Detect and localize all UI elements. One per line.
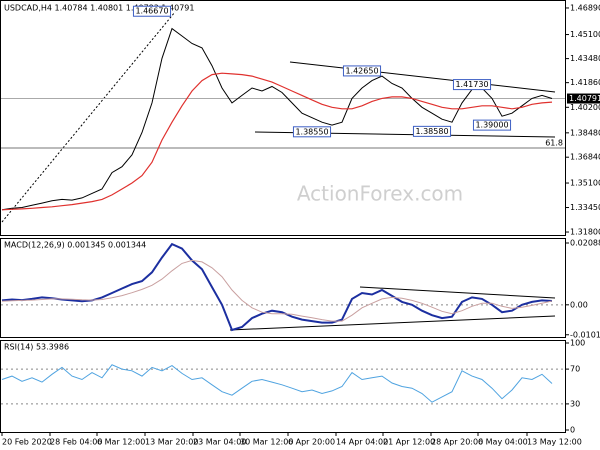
x-tick-label: 13 Mar 20:00 <box>145 438 198 447</box>
y-tick-label: 100 <box>570 339 585 348</box>
x-tick-label: 6 Mar 12:00 <box>97 438 145 447</box>
x-tick-label: 6 May 04:00 <box>478 438 528 447</box>
last-price-label: 1.40791 <box>569 94 600 103</box>
trend-line <box>1 11 176 223</box>
y-tick-label: -0.010121 <box>570 330 600 339</box>
x-tick-label: 28 Feb 04:00 <box>50 438 102 447</box>
x-tick-label: 30 Mar 12:00 <box>240 438 293 447</box>
trend-line <box>359 286 556 299</box>
y-tick-label: 1.41860 <box>570 78 600 87</box>
annotation-box <box>452 79 492 91</box>
annotation-label: 1.46670 <box>135 7 168 16</box>
trend-line <box>229 315 556 331</box>
y-tick-label: 1.38480 <box>570 128 600 137</box>
rsi-panel <box>0 340 566 433</box>
annotation-label: 1.39000 <box>475 121 508 130</box>
y-tick-label: 1.35100 <box>570 179 600 188</box>
panel-title: MACD(12,26,9) 0.001345 0.001344 <box>4 241 146 250</box>
series-line <box>1 72 553 211</box>
price-panel <box>0 0 566 236</box>
x-tick-label: 13 May 12:00 <box>527 438 582 447</box>
x-tick-label: 20 Feb 2020 <box>2 438 52 447</box>
trend-line <box>289 61 556 93</box>
y-tick-label: 0 <box>570 426 575 435</box>
x-tick-label: 28 Apr 20:00 <box>431 438 483 447</box>
annotation-label: 1.38550 <box>295 127 328 136</box>
series-line <box>1 364 553 403</box>
annotation-box <box>292 126 332 138</box>
y-tick-label: 1.33450 <box>570 203 600 212</box>
y-tick-label: 0.020884 <box>570 239 600 248</box>
y-tick-label: 1.40200 <box>570 103 600 112</box>
x-tick-label: 6 Apr 20:00 <box>288 438 335 447</box>
y-tick-label: 1.45100 <box>570 30 600 39</box>
x-tick-label: 14 Apr 04:00 <box>336 438 388 447</box>
annotation-box <box>342 65 382 77</box>
series-line <box>1 27 553 211</box>
macd-panel <box>0 238 566 338</box>
y-tick-label: 1.31800 <box>570 228 600 237</box>
last-price-box <box>567 93 600 104</box>
y-tick-label: 1.46890 <box>570 3 600 12</box>
annotation-label: 1.41730 <box>455 80 488 89</box>
y-tick-label: 1.43480 <box>570 54 600 63</box>
annotation-box <box>412 125 452 137</box>
y-tick-label: 30 <box>570 399 580 408</box>
annotation-box <box>472 119 512 131</box>
y-tick-label: 0.00 <box>570 300 588 309</box>
fib-label: 61.8 <box>545 138 563 147</box>
series-line <box>1 259 553 322</box>
x-tick-label: 21 Apr 12:00 <box>383 438 435 447</box>
watermark: ActionForex.com <box>297 182 463 206</box>
chart-title: USDCAD,H4 1.40784 1.40801 1.40783 1.4079… <box>4 4 194 13</box>
panel-title: RSI(14) 53.3986 <box>4 343 69 352</box>
x-tick-label: 23 Mar 04:00 <box>193 438 246 447</box>
annotation-label: 1.38580 <box>415 127 448 136</box>
series-line <box>1 242 553 332</box>
annotation-label: 1.42650 <box>345 66 378 75</box>
annotation-box <box>132 5 172 17</box>
y-tick-label: 1.36840 <box>570 153 600 162</box>
y-tick-label: 70 <box>570 365 580 374</box>
